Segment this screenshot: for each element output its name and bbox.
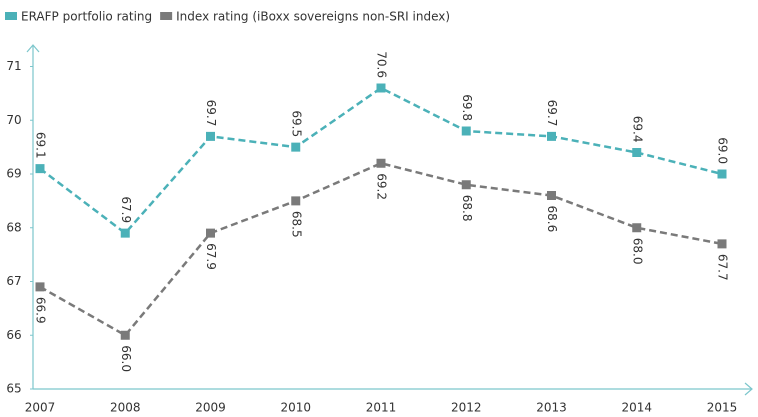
data-label: 69.5 [289,110,303,137]
data-label: 69.7 [204,100,218,127]
point-marker [717,239,727,249]
x-tick-label: 2007 [25,401,56,415]
data-label: 66.9 [34,297,48,324]
legend-swatch [5,12,17,20]
series-line [39,86,723,235]
x-tick-label: 2010 [280,401,311,415]
point-marker [547,191,556,200]
point-marker [120,330,130,340]
y-tick-label: 65 [6,382,21,396]
y-tick-label: 70 [6,113,21,127]
data-label: 69.2 [375,173,389,200]
point-marker [376,83,386,93]
point-marker [376,158,386,168]
x-tick-label: 2013 [536,401,567,415]
data-label: 69.0 [716,137,730,164]
data-label: 67.7 [716,254,730,281]
x-tick-label: 2012 [451,401,482,415]
x-tick-label: 2008 [110,401,141,415]
legend-swatch [160,12,173,20]
data-label: 68.5 [289,211,303,238]
x-tick-label: 2014 [621,401,652,415]
point-marker [291,196,301,206]
point-marker [120,228,130,238]
y-tick-label: 71 [6,59,21,73]
point-marker [461,180,471,190]
data-label: 69.8 [460,94,474,121]
data-label: 67.9 [119,196,133,223]
y-axis-arrow [26,44,40,53]
point-marker [632,148,642,157]
legend-label: ERAFP portfolio rating [21,10,152,24]
y-tick-label: 66 [6,328,21,342]
point-marker [717,169,727,179]
data-label: 69.1 [34,132,48,159]
y-tick-label: 69 [6,167,21,181]
point-marker [291,142,301,152]
y-tick-label: 68 [6,220,21,234]
data-label: 70.6 [375,51,389,78]
point-marker [35,164,45,174]
x-tick-label: 2009 [195,401,226,415]
data-label: 68.0 [630,238,644,265]
series-line [39,161,723,337]
data-label: 69.4 [630,116,644,143]
data-label: 66.0 [119,345,133,372]
point-marker [547,131,556,141]
y-tick-label: 67 [6,274,21,288]
data-label: 69.7 [545,100,559,127]
data-label: 67.9 [204,243,218,270]
point-marker [35,282,45,292]
data-label: 68.6 [545,206,559,233]
point-marker [206,131,215,141]
point-marker [206,228,215,238]
point-marker [461,126,471,136]
x-axis-arrow [744,382,753,396]
data-label: 68.8 [460,195,474,222]
x-tick-label: 2011 [366,401,397,415]
x-tick-label: 2015 [707,401,738,415]
point-marker [632,223,642,233]
legend-label: Index rating (iBoxx sovereigns non-SRI i… [176,10,450,24]
